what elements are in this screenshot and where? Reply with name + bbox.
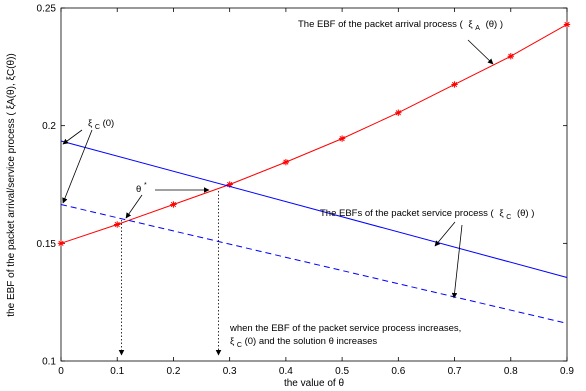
- y-tick-label: 0.1: [42, 357, 56, 368]
- x-tick-label: 0.8: [504, 366, 518, 377]
- data-point-arrival: [57, 240, 65, 247]
- plot-area: [60, 7, 568, 362]
- arrow-service-low: [451, 224, 463, 299]
- x-tick-label: 0.7: [448, 366, 462, 377]
- arrow-theta-star-low: [125, 194, 143, 219]
- x-tick-label: 0.6: [391, 366, 405, 377]
- data-point-arrival: [170, 201, 177, 208]
- data-point-arrival: [563, 21, 571, 28]
- annotation-arrival: The EBF of the packet arrival process ( …: [298, 19, 503, 33]
- series-line-service_low: [60, 204, 568, 324]
- x-tick-label: 0.5: [335, 366, 349, 377]
- annotation-theta-star: θ *: [136, 182, 147, 195]
- x-tick-label: 0.1: [110, 366, 124, 377]
- x-tick-label: 0: [58, 366, 64, 377]
- annotation-service: The EBFs of the packet service process (…: [320, 208, 534, 222]
- y-tick-label: 0.15: [37, 239, 57, 250]
- arrow-service-high: [434, 221, 456, 247]
- series-line-arrival: [60, 24, 568, 244]
- x-tick-label: 0.2: [166, 366, 180, 377]
- x-axis-label: the value of θ: [284, 378, 344, 389]
- arrow-xi-c0-high: [62, 129, 83, 145]
- series-layer: [57, 21, 571, 324]
- arrow-arrival: [467, 39, 494, 65]
- x-axis-ticks: 0 0.1 0.2 0.3 0.4 0.5 0.6 0.7 0.8 0.9: [58, 8, 574, 377]
- annotation-increase-line2: ξ C (0) and the solution θ increases: [230, 336, 377, 350]
- annotation-increase-line1: when the EBF of the packet service proce…: [229, 323, 461, 334]
- data-point-arrival: [395, 109, 402, 116]
- data-point-arrival: [451, 81, 458, 88]
- data-point-arrival: [338, 135, 346, 142]
- x-tick-label: 0.9: [560, 366, 574, 377]
- arrow-xi-c0-low: [62, 129, 93, 204]
- data-point-arrival: [507, 53, 514, 60]
- x-tick-label: 0.3: [223, 366, 237, 377]
- data-point-arrival: [282, 158, 290, 166]
- y-axis-label: the EBF of the packet arrival/service pr…: [6, 53, 17, 316]
- x-tick-label: 0.4: [279, 366, 293, 377]
- y-tick-label: 0.2: [42, 121, 56, 132]
- annotation-xi-c0: ξ C (0): [88, 118, 114, 132]
- data-point-arrival: [114, 221, 121, 228]
- y-tick-label: 0.25: [37, 4, 57, 15]
- series-line-service_high: [60, 140, 568, 278]
